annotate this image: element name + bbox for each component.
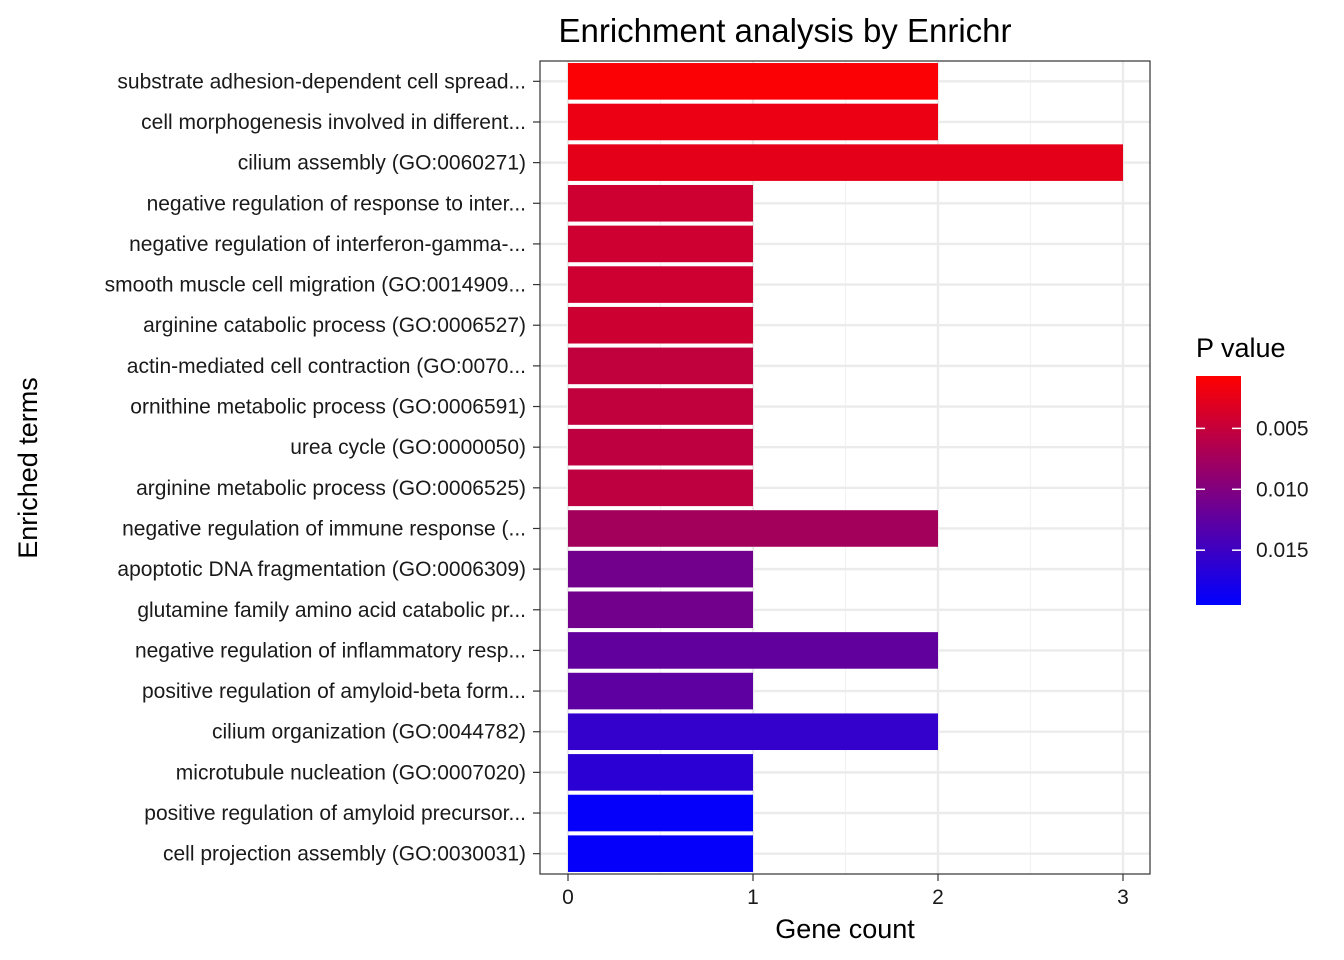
- plot-panel-border: [539, 60, 1151, 875]
- bar: [568, 591, 753, 629]
- plot-panel: [539, 60, 1151, 875]
- y-tick-label: negative regulation of inflammatory resp…: [135, 639, 526, 662]
- bar: [568, 550, 753, 588]
- y-axis-title: Enriched terms: [13, 377, 43, 559]
- bar: [568, 144, 1123, 181]
- legend-tick-label: 0.010: [1256, 478, 1309, 501]
- y-tick-label: arginine metabolic process (GO:0006525): [136, 477, 526, 500]
- bar: [568, 672, 753, 710]
- y-tick-label: apoptotic DNA fragmentation (GO:0006309): [117, 558, 526, 581]
- x-tick-label: 0: [562, 886, 574, 909]
- legend-title: P value: [1196, 333, 1286, 363]
- y-tick-label: urea cycle (GO:0000050): [290, 436, 526, 459]
- y-tick-label: smooth muscle cell migration (GO:0014909…: [105, 274, 526, 297]
- chart-title: Enrichment analysis by Enrichr: [558, 12, 1011, 49]
- bar: [568, 225, 753, 263]
- y-tick-label: glutamine family amino acid catabolic pr…: [137, 599, 526, 622]
- bar: [568, 306, 753, 344]
- y-tick-label: cilium organization (GO:0044782): [212, 721, 526, 744]
- x-tick-label: 1: [747, 886, 759, 909]
- x-axis-title: Gene count: [775, 914, 915, 944]
- bar: [568, 388, 753, 425]
- bar: [568, 713, 938, 751]
- y-tick-label: negative regulation of response to inter…: [147, 192, 526, 215]
- y-tick-label: substrate adhesion-dependent cell spread…: [117, 70, 526, 93]
- bar: [568, 835, 753, 872]
- legend-tick-label: 0.005: [1256, 417, 1309, 440]
- bar: [568, 428, 753, 466]
- legend-tick-label: 0.015: [1256, 539, 1309, 562]
- bar-series: [568, 63, 1123, 872]
- y-tick-label: arginine catabolic process (GO:0006527): [143, 314, 526, 337]
- y-axis: substrate adhesion-dependent cell spread…: [105, 70, 540, 866]
- bar: [568, 469, 753, 507]
- y-tick-label: positive regulation of amyloid-beta form…: [142, 680, 526, 703]
- y-tick-label: ornithine metabolic process (GO:0006591): [130, 396, 526, 419]
- y-tick-label: negative regulation of interferon-gamma-…: [129, 233, 526, 256]
- bar: [568, 184, 753, 222]
- bar: [568, 347, 753, 385]
- y-tick-label: actin-mediated cell contraction (GO:0070…: [127, 355, 526, 378]
- y-tick-label: positive regulation of amyloid precursor…: [144, 802, 526, 825]
- bar: [568, 794, 753, 832]
- bar: [568, 63, 938, 100]
- x-tick-label: 3: [1117, 886, 1129, 909]
- pvalue-legend: P value 0.005 0.010 0.015: [1196, 333, 1309, 605]
- x-axis: 0 1 2 3: [562, 874, 1129, 909]
- bar: [568, 103, 938, 141]
- x-tick-label: 2: [932, 886, 944, 909]
- y-tick-label: microtubule nucleation (GO:0007020): [176, 761, 526, 784]
- bar: [568, 632, 938, 669]
- y-tick-label: cell projection assembly (GO:0030031): [163, 843, 526, 866]
- bar: [568, 266, 753, 303]
- y-tick-label: cilium assembly (GO:0060271): [238, 152, 526, 175]
- bar: [568, 510, 938, 547]
- y-tick-label: cell morphogenesis involved in different…: [141, 111, 526, 134]
- legend-colorbar: [1196, 376, 1241, 605]
- y-tick-label: negative regulation of immune response (…: [122, 517, 526, 540]
- legend-ticks: 0.005 0.010 0.015: [1196, 417, 1309, 562]
- bar: [568, 754, 753, 791]
